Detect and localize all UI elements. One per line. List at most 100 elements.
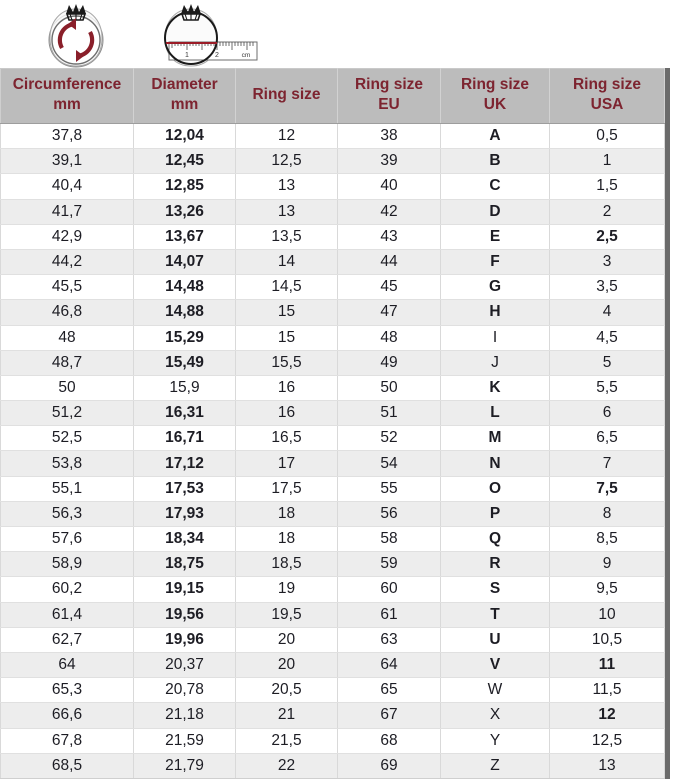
table-row: 50 15,9 16 50 K 5,5 bbox=[0, 375, 665, 402]
cell-circumference: 48 bbox=[0, 325, 134, 351]
cell-diameter: 21,59 bbox=[133, 728, 236, 754]
cell-diameter: 15,29 bbox=[133, 325, 236, 351]
ring-size-table: Circumference mm Diameter mm Ring size R… bbox=[0, 68, 665, 779]
cell-circumference: 50 bbox=[0, 375, 134, 402]
cell-ring-size: 15 bbox=[235, 299, 338, 326]
cell-circumference: 68,5 bbox=[0, 753, 134, 779]
cell-ring-size-usa: 1 bbox=[549, 148, 665, 175]
cell-circumference: 62,7 bbox=[0, 627, 134, 653]
cell-diameter: 19,96 bbox=[133, 627, 236, 653]
cell-ring-size: 12 bbox=[235, 122, 338, 150]
cell-ring-size-eu: 42 bbox=[337, 199, 441, 225]
cell-ring-size-eu: 51 bbox=[337, 400, 441, 427]
cell-ring-size-uk: K bbox=[440, 375, 550, 402]
cell-circumference: 56,3 bbox=[0, 501, 134, 528]
cell-ring-size-usa: 1,5 bbox=[549, 173, 665, 200]
cell-ring-size-eu: 48 bbox=[337, 325, 441, 351]
cell-diameter: 14,48 bbox=[133, 274, 236, 301]
cell-ring-size-eu: 68 bbox=[337, 728, 441, 754]
cell-ring-size-uk: X bbox=[440, 702, 550, 729]
cell-ring-size-uk: Q bbox=[440, 526, 550, 553]
cell-ring-size-uk: Z bbox=[440, 753, 550, 779]
cell-ring-size: 18,5 bbox=[235, 551, 338, 578]
cell-ring-size-usa: 12 bbox=[549, 702, 665, 729]
table-row: 68,5 21,79 22 69 Z 13 bbox=[0, 753, 665, 779]
cell-ring-size-eu: 56 bbox=[337, 501, 441, 528]
cell-ring-size-usa: 2,5 bbox=[549, 224, 665, 250]
cell-ring-size-eu: 45 bbox=[337, 274, 441, 301]
cell-ring-size: 16 bbox=[235, 375, 338, 402]
cell-ring-size: 18 bbox=[235, 501, 338, 528]
cell-circumference: 41,7 bbox=[0, 199, 134, 225]
ruler-label-1: 1 bbox=[185, 52, 189, 59]
cell-circumference: 60,2 bbox=[0, 576, 134, 603]
cell-ring-size-eu: 49 bbox=[337, 350, 441, 376]
cell-ring-size: 16,5 bbox=[235, 425, 338, 452]
cell-ring-size-usa: 11 bbox=[549, 652, 665, 679]
cell-ring-size-uk: P bbox=[440, 501, 550, 528]
cell-circumference: 53,8 bbox=[0, 450, 134, 477]
cell-ring-size-usa: 5,5 bbox=[549, 375, 665, 402]
header-ring-size-uk: Ring size UK bbox=[440, 68, 550, 124]
cell-circumference: 51,2 bbox=[0, 400, 134, 427]
cell-diameter: 12,85 bbox=[133, 173, 236, 200]
cell-ring-size-uk: O bbox=[440, 476, 550, 502]
cell-diameter: 12,04 bbox=[133, 122, 236, 150]
cell-circumference: 64 bbox=[0, 652, 134, 679]
cell-circumference: 48,7 bbox=[0, 350, 134, 376]
cell-ring-size-usa: 7 bbox=[549, 450, 665, 477]
table-row: 48,7 15,49 15,5 49 J 5 bbox=[0, 350, 665, 376]
cell-diameter: 12,45 bbox=[133, 148, 236, 175]
cell-circumference: 55,1 bbox=[0, 476, 134, 502]
table-row: 53,8 17,12 17 54 N 7 bbox=[0, 450, 665, 477]
table-row: 65,3 20,78 20,5 65 W 11,5 bbox=[0, 677, 665, 704]
table-header: Circumference mm Diameter mm Ring size R… bbox=[0, 68, 665, 124]
ring-circumference-diagram bbox=[22, 0, 130, 68]
cell-ring-size-usa: 2 bbox=[549, 199, 665, 225]
cell-ring-size: 14 bbox=[235, 249, 338, 276]
cell-ring-size-eu: 38 bbox=[337, 122, 441, 150]
cell-diameter: 18,75 bbox=[133, 551, 236, 578]
header-ring-size: Ring size bbox=[235, 68, 338, 124]
cell-ring-size: 16 bbox=[235, 400, 338, 427]
cell-ring-size-usa: 8,5 bbox=[549, 526, 665, 553]
cell-ring-size-uk: M bbox=[440, 425, 550, 452]
cell-ring-size-uk: H bbox=[440, 299, 550, 326]
cell-ring-size-uk: W bbox=[440, 677, 550, 704]
ring-size-table-container: Circumference mm Diameter mm Ring size R… bbox=[0, 68, 670, 779]
cell-circumference: 39,1 bbox=[0, 148, 134, 175]
cell-ring-size-eu: 55 bbox=[337, 476, 441, 502]
cell-circumference: 57,6 bbox=[0, 526, 134, 553]
cell-diameter: 14,07 bbox=[133, 249, 236, 276]
cell-ring-size-usa: 3,5 bbox=[549, 274, 665, 301]
table-row: 37,8 12,04 12 38 A 0,5 bbox=[0, 122, 665, 150]
cell-ring-size: 13,5 bbox=[235, 224, 338, 250]
cell-ring-size-usa: 12,5 bbox=[549, 728, 665, 754]
cell-ring-size: 15 bbox=[235, 325, 338, 351]
cell-diameter: 14,88 bbox=[133, 299, 236, 326]
cell-ring-size-eu: 69 bbox=[337, 753, 441, 779]
table-row: 42,9 13,67 13,5 43 E 2,5 bbox=[0, 224, 665, 250]
cell-circumference: 42,9 bbox=[0, 224, 134, 250]
cell-ring-size-uk: F bbox=[440, 249, 550, 276]
cell-ring-size-uk: I bbox=[440, 325, 550, 351]
cell-diameter: 16,31 bbox=[133, 400, 236, 427]
table-row: 62,7 19,96 20 63 U 10,5 bbox=[0, 627, 665, 653]
cell-ring-size-uk: G bbox=[440, 274, 550, 301]
cell-ring-size-uk: L bbox=[440, 400, 550, 427]
cell-ring-size: 20,5 bbox=[235, 677, 338, 704]
ruler-label-2: 2 bbox=[215, 52, 219, 59]
cell-diameter: 17,53 bbox=[133, 476, 236, 502]
header-row: Circumference mm Diameter mm Ring size R… bbox=[0, 68, 665, 124]
table-row: 58,9 18,75 18,5 59 R 9 bbox=[0, 551, 665, 578]
cell-ring-size-eu: 60 bbox=[337, 576, 441, 603]
cell-circumference: 44,2 bbox=[0, 249, 134, 276]
ruler-label-cm: cm bbox=[242, 52, 251, 59]
cell-ring-size-eu: 54 bbox=[337, 450, 441, 477]
cell-ring-size-eu: 44 bbox=[337, 249, 441, 276]
cell-diameter: 17,12 bbox=[133, 450, 236, 477]
cell-ring-size-usa: 4,5 bbox=[549, 325, 665, 351]
table-row: 55,1 17,53 17,5 55 O 7,5 bbox=[0, 476, 665, 502]
cell-circumference: 65,3 bbox=[0, 677, 134, 704]
cell-diameter: 21,18 bbox=[133, 702, 236, 729]
